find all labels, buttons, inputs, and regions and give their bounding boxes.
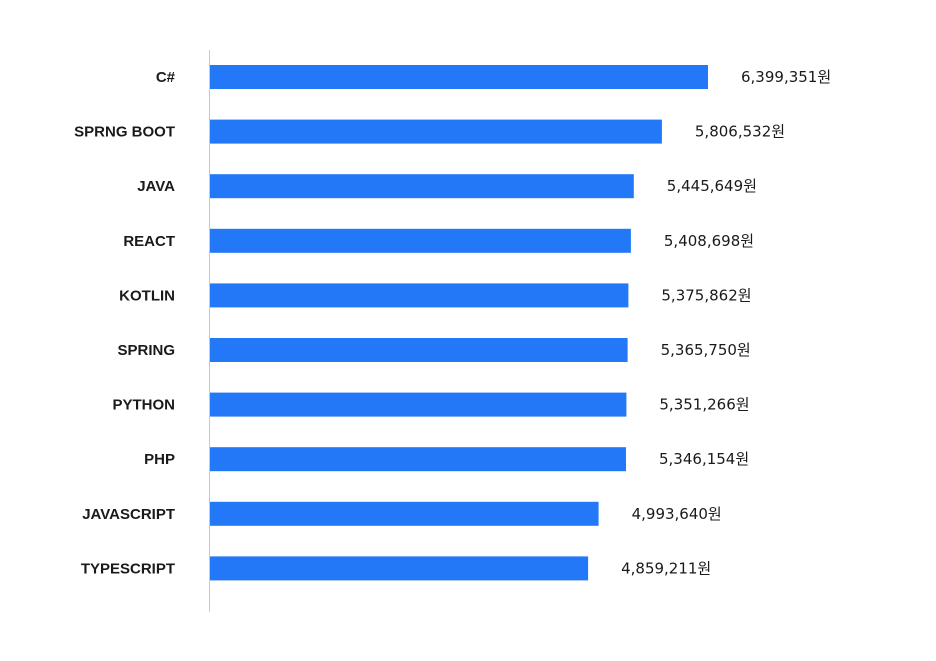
value-label: 5,806,532원 <box>695 123 785 141</box>
bar-7 <box>210 447 626 472</box>
category-label: SPRING <box>117 342 175 359</box>
bar-9 <box>210 556 589 581</box>
category-labels-group: C# SPRNG BOOT JAVA REACT KOTLIN SPRING PYTHON P… <box>74 69 175 577</box>
category-label: PHP <box>144 451 175 468</box>
category-label: JAVASCRIPT <box>82 506 175 523</box>
bar-2 <box>210 174 634 199</box>
category-label: JAVA <box>137 178 175 195</box>
value-label: 5,375,862원 <box>661 286 751 304</box>
bar-8 <box>210 501 599 526</box>
value-label: 4,859,211원 <box>621 559 711 577</box>
bar-4 <box>210 283 629 308</box>
value-label: 5,408,698원 <box>664 232 754 250</box>
bars-group <box>210 65 708 581</box>
value-label: 4,993,640원 <box>632 505 722 523</box>
bar-0 <box>210 65 708 89</box>
category-label: SPRNG BOOT <box>74 124 175 141</box>
category-label: TYPESCRIPT <box>81 560 175 577</box>
value-labels-group: 6,399,351원 5,806,532원 5,445,649원 5,408,698원… <box>621 68 831 577</box>
category-label: REACT <box>123 233 175 250</box>
category-label: KOTLIN <box>119 287 175 304</box>
value-label: 5,346,154원 <box>659 450 749 468</box>
value-label: 6,399,351원 <box>741 68 831 86</box>
value-label: 5,445,649원 <box>667 177 757 195</box>
bar-3 <box>210 228 631 253</box>
category-label: PYTHON <box>112 397 175 414</box>
value-label: 5,351,266원 <box>659 396 749 414</box>
bar-5 <box>210 338 628 362</box>
bar-1 <box>210 119 662 144</box>
bar-6 <box>210 392 627 417</box>
category-label: C# <box>156 69 176 86</box>
value-label: 5,365,750원 <box>661 341 751 359</box>
